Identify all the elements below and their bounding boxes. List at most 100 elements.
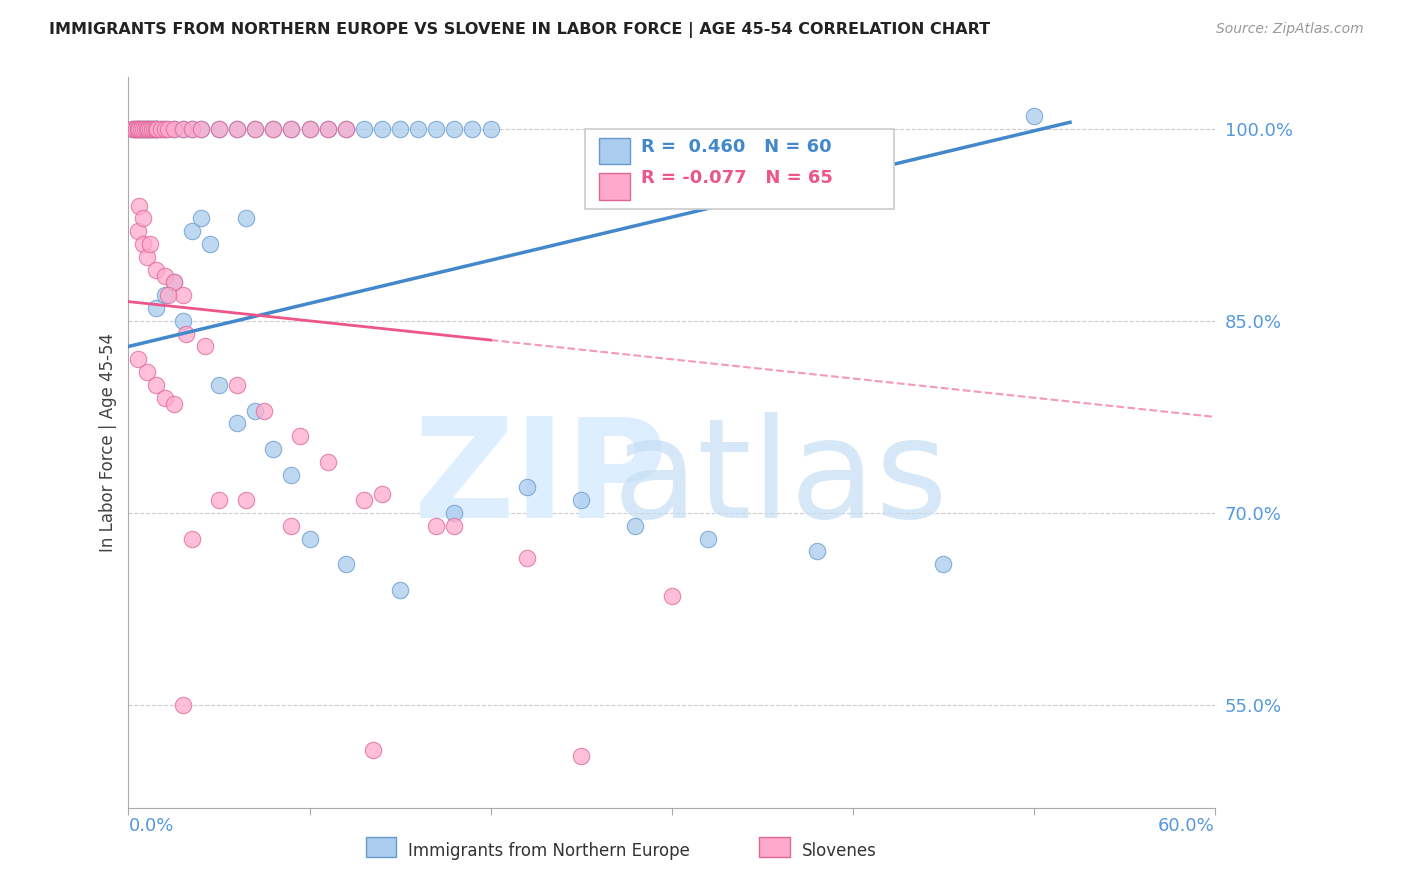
Point bbox=[135, 250, 157, 264]
Point bbox=[153, 391, 176, 405]
Point bbox=[150, 121, 173, 136]
Point bbox=[127, 224, 149, 238]
Text: Slovenes: Slovenes bbox=[801, 841, 876, 860]
Point bbox=[226, 417, 249, 431]
Point bbox=[298, 532, 321, 546]
Point bbox=[127, 121, 149, 136]
Point bbox=[262, 121, 284, 136]
Point bbox=[208, 493, 231, 508]
Point bbox=[157, 288, 180, 302]
Point bbox=[389, 582, 412, 597]
Point bbox=[125, 121, 148, 136]
Point bbox=[190, 121, 212, 136]
Point bbox=[132, 121, 155, 136]
Point bbox=[132, 237, 155, 252]
Point bbox=[180, 121, 202, 136]
Text: 0.0%: 0.0% bbox=[128, 816, 174, 835]
Point bbox=[461, 121, 484, 136]
Point bbox=[1022, 109, 1045, 123]
Point bbox=[516, 480, 538, 494]
Point bbox=[127, 121, 149, 136]
Point bbox=[145, 377, 167, 392]
Point bbox=[280, 467, 302, 482]
Point bbox=[129, 121, 152, 136]
Point bbox=[245, 403, 267, 417]
Text: R =  0.460   N = 60: R = 0.460 N = 60 bbox=[641, 137, 831, 155]
Point bbox=[163, 276, 186, 290]
Point bbox=[153, 268, 176, 283]
Point bbox=[443, 121, 465, 136]
Point bbox=[290, 429, 312, 443]
Point bbox=[145, 301, 167, 315]
Point bbox=[316, 121, 339, 136]
Point bbox=[180, 121, 202, 136]
Text: Immigrants from Northern Europe: Immigrants from Northern Europe bbox=[408, 841, 689, 860]
Point bbox=[298, 121, 321, 136]
Point bbox=[479, 121, 502, 136]
Point bbox=[163, 276, 186, 290]
Point bbox=[208, 121, 231, 136]
Point bbox=[190, 121, 212, 136]
Text: 60.0%: 60.0% bbox=[1159, 816, 1215, 835]
Point bbox=[208, 377, 231, 392]
Point bbox=[127, 352, 149, 367]
Point bbox=[125, 121, 148, 136]
Point bbox=[153, 121, 176, 136]
Point bbox=[193, 339, 215, 353]
Point bbox=[569, 749, 592, 764]
Point bbox=[138, 121, 160, 136]
Point bbox=[146, 121, 169, 136]
Point bbox=[335, 558, 357, 572]
Point bbox=[280, 121, 302, 136]
Point bbox=[443, 518, 465, 533]
Text: ZIP: ZIP bbox=[415, 411, 668, 547]
Point bbox=[157, 121, 180, 136]
Point bbox=[172, 314, 194, 328]
Point bbox=[135, 365, 157, 379]
Text: R = -0.077   N = 65: R = -0.077 N = 65 bbox=[641, 169, 832, 186]
Point bbox=[371, 121, 394, 136]
Point bbox=[932, 558, 955, 572]
Point bbox=[298, 121, 321, 136]
Point bbox=[146, 121, 169, 136]
Point bbox=[180, 224, 202, 238]
Y-axis label: In Labor Force | Age 45-54: In Labor Force | Age 45-54 bbox=[100, 333, 117, 552]
Point bbox=[139, 121, 162, 136]
Point bbox=[569, 493, 592, 508]
Point bbox=[145, 262, 167, 277]
Point bbox=[226, 121, 249, 136]
Point bbox=[172, 698, 194, 713]
Point bbox=[443, 506, 465, 520]
Point bbox=[253, 403, 276, 417]
Point bbox=[163, 397, 186, 411]
Point bbox=[316, 121, 339, 136]
Point bbox=[128, 121, 150, 136]
Point bbox=[132, 121, 155, 136]
Point bbox=[353, 121, 375, 136]
Point bbox=[235, 211, 257, 226]
Point bbox=[624, 518, 647, 533]
Point bbox=[406, 121, 429, 136]
Point bbox=[153, 121, 176, 136]
Point bbox=[208, 121, 231, 136]
Point bbox=[226, 121, 249, 136]
Point bbox=[163, 121, 186, 136]
Point bbox=[121, 121, 143, 136]
Point bbox=[661, 589, 683, 603]
Point bbox=[172, 121, 194, 136]
Point bbox=[280, 121, 302, 136]
Point bbox=[245, 121, 267, 136]
Point bbox=[516, 550, 538, 565]
Point bbox=[142, 121, 165, 136]
Point bbox=[153, 288, 176, 302]
Point bbox=[122, 121, 145, 136]
Point bbox=[335, 121, 357, 136]
Point bbox=[198, 237, 221, 252]
Point bbox=[128, 121, 150, 136]
Point bbox=[361, 743, 384, 757]
Point bbox=[134, 121, 156, 136]
Point bbox=[145, 121, 167, 136]
Point bbox=[132, 211, 155, 226]
Point bbox=[142, 121, 165, 136]
Text: IMMIGRANTS FROM NORTHERN EUROPE VS SLOVENE IN LABOR FORCE | AGE 45-54 CORRELATIO: IMMIGRANTS FROM NORTHERN EUROPE VS SLOVE… bbox=[49, 22, 990, 38]
